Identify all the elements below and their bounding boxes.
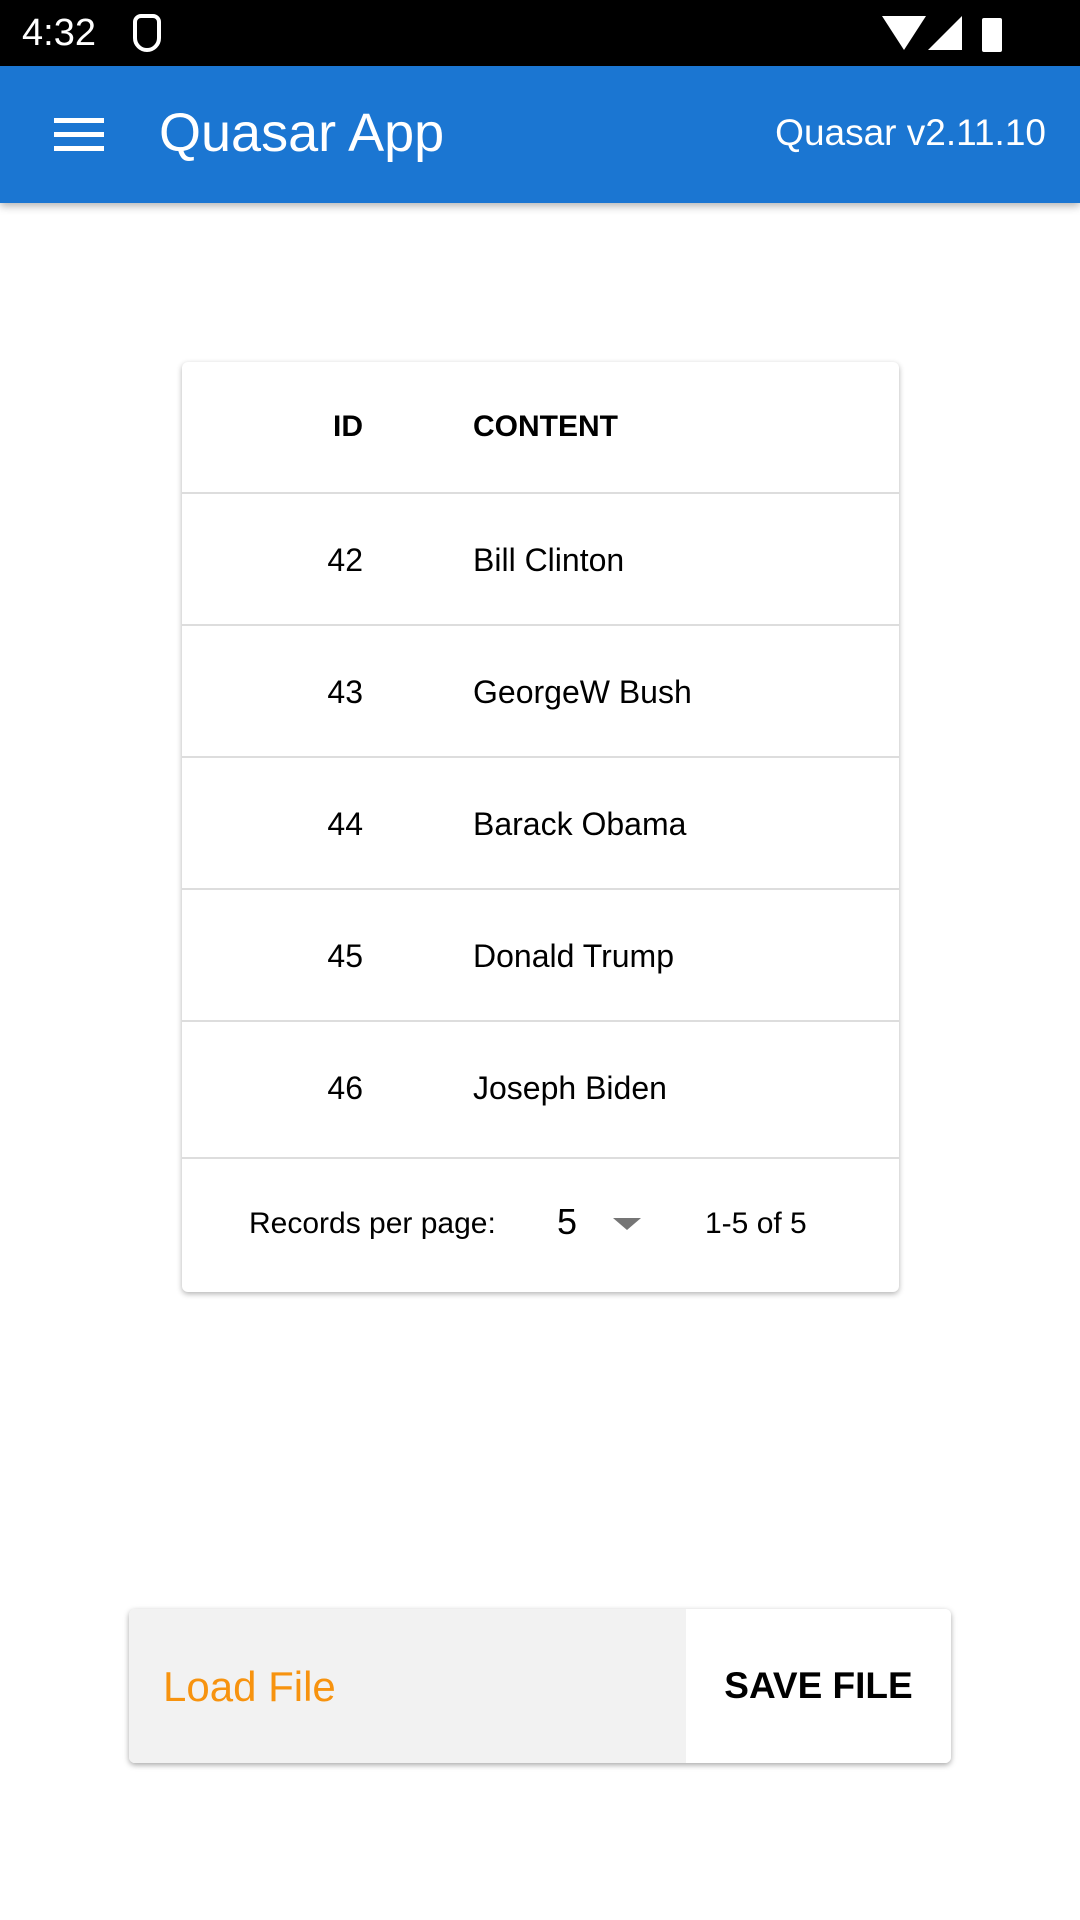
records-per-page-select[interactable]: 5 bbox=[557, 1201, 578, 1242]
column-header-content[interactable]: CONTENT bbox=[473, 410, 618, 443]
cell-content: Bill Clinton bbox=[473, 542, 625, 578]
app-bar: Quasar App Quasar v2.11.10 bbox=[0, 66, 1080, 203]
cell-content: Donald Trump bbox=[473, 938, 674, 974]
table-row[interactable]: 46 Joseph Biden bbox=[182, 1022, 899, 1159]
table-row[interactable]: 44 Barack Obama bbox=[182, 758, 899, 890]
wifi-icon bbox=[882, 16, 926, 50]
table-row[interactable]: 45 Donald Trump bbox=[182, 890, 899, 1022]
cell-id: 42 bbox=[327, 542, 363, 578]
table-row[interactable]: 42 Bill Clinton bbox=[182, 494, 899, 626]
status-bar: 4:32 bbox=[0, 0, 1080, 66]
pagination-range: 1-5 of 5 bbox=[705, 1207, 807, 1240]
column-header-id[interactable]: ID bbox=[333, 410, 363, 443]
cell-content: Barack Obama bbox=[473, 806, 687, 842]
cell-content: Joseph Biden bbox=[473, 1070, 667, 1106]
version-label: Quasar v2.11.10 bbox=[775, 112, 1046, 153]
table-header: ID CONTENT bbox=[182, 362, 899, 494]
signal-icon bbox=[928, 16, 962, 50]
table-row[interactable]: 43 GeorgeW Bush bbox=[182, 626, 899, 758]
save-file-button[interactable]: SAVE FILE bbox=[686, 1609, 951, 1763]
file-button-group: Load File SAVE FILE bbox=[129, 1609, 951, 1763]
cell-id: 45 bbox=[327, 938, 363, 974]
cell-id: 43 bbox=[327, 674, 363, 710]
records-per-page-label: Records per page: bbox=[249, 1207, 496, 1240]
app-title: Quasar App bbox=[159, 103, 445, 163]
menu-icon[interactable] bbox=[54, 118, 104, 152]
cell-id: 44 bbox=[327, 806, 363, 842]
load-file-button[interactable]: Load File bbox=[129, 1609, 686, 1763]
cell-content: GeorgeW Bush bbox=[473, 674, 692, 710]
data-table: ID CONTENT 42 Bill Clinton 43 GeorgeW Bush… bbox=[182, 362, 899, 1292]
dropdown-arrow-icon[interactable] bbox=[613, 1218, 641, 1230]
table-pagination: Records per page: 5 1-5 of 5 bbox=[182, 1155, 899, 1292]
cell-id: 46 bbox=[327, 1070, 363, 1106]
notification-app-icon bbox=[133, 14, 161, 52]
status-time: 4:32 bbox=[22, 12, 96, 54]
battery-icon bbox=[982, 18, 1002, 52]
